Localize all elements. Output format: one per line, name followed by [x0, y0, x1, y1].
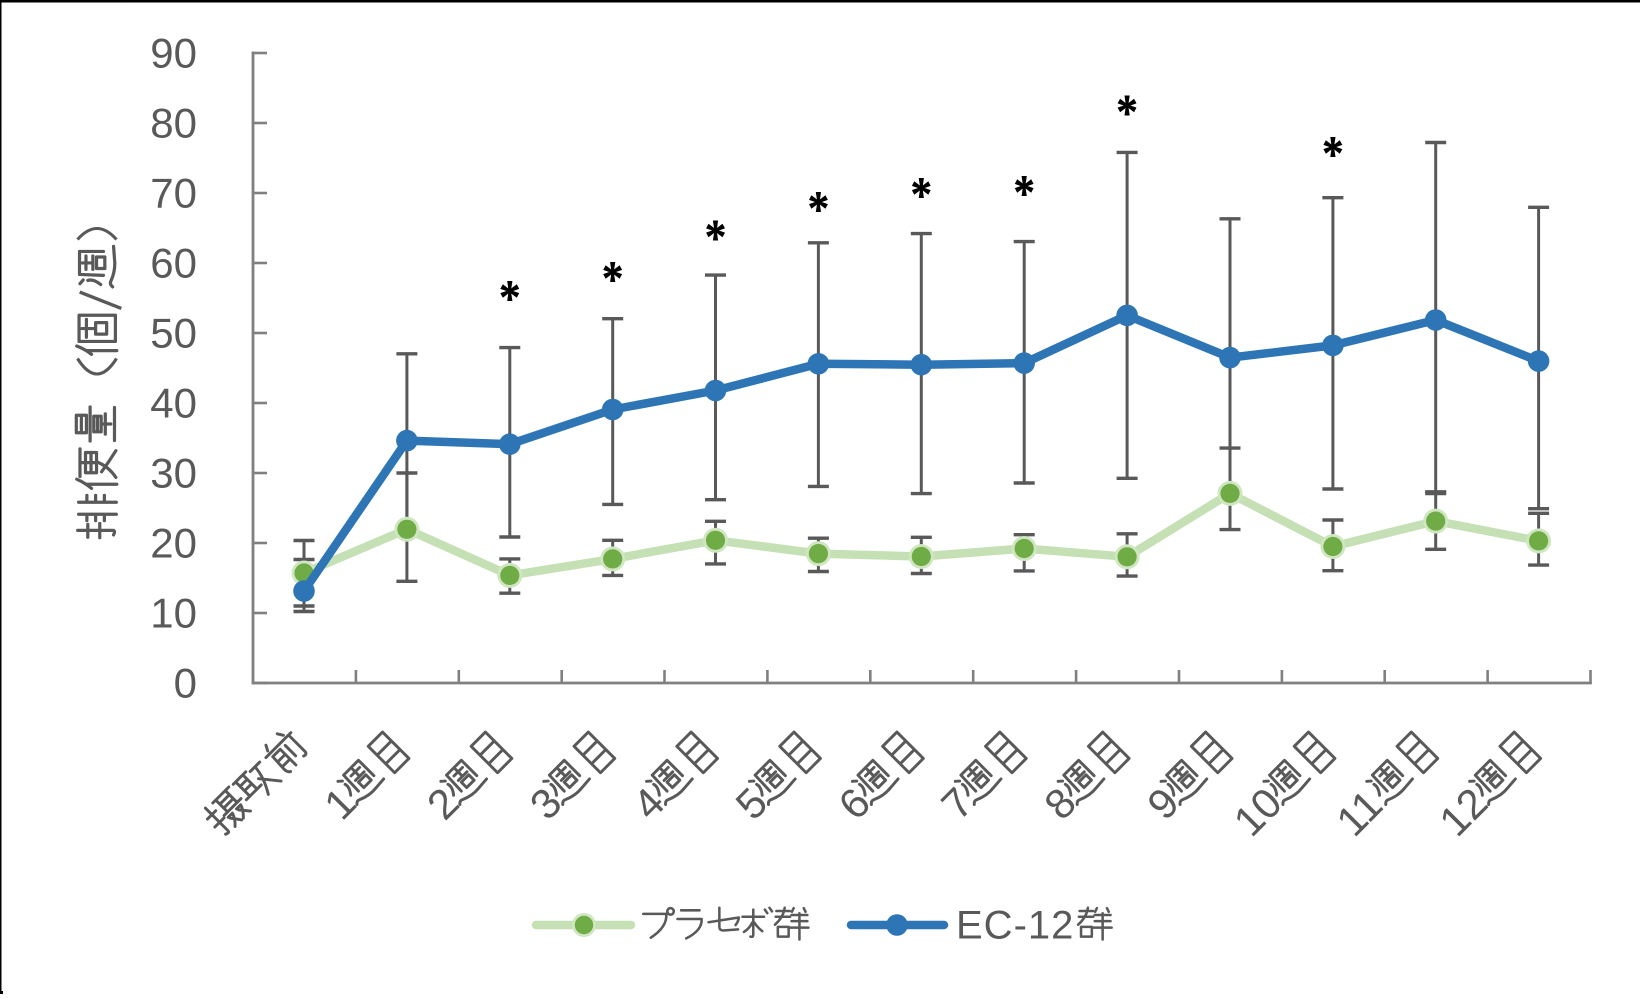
svg-text:0: 0 — [174, 660, 197, 707]
svg-text:40: 40 — [150, 380, 197, 427]
svg-text:60: 60 — [150, 240, 197, 287]
svg-text:20: 20 — [150, 520, 197, 567]
svg-text:90: 90 — [150, 30, 197, 77]
svg-text:30: 30 — [150, 450, 197, 497]
svg-text:EC-12: EC-12 — [956, 904, 1074, 948]
svg-text:10: 10 — [150, 590, 197, 637]
svg-text:50: 50 — [150, 310, 197, 357]
svg-text:80: 80 — [150, 100, 197, 147]
svg-text:70: 70 — [150, 170, 197, 217]
